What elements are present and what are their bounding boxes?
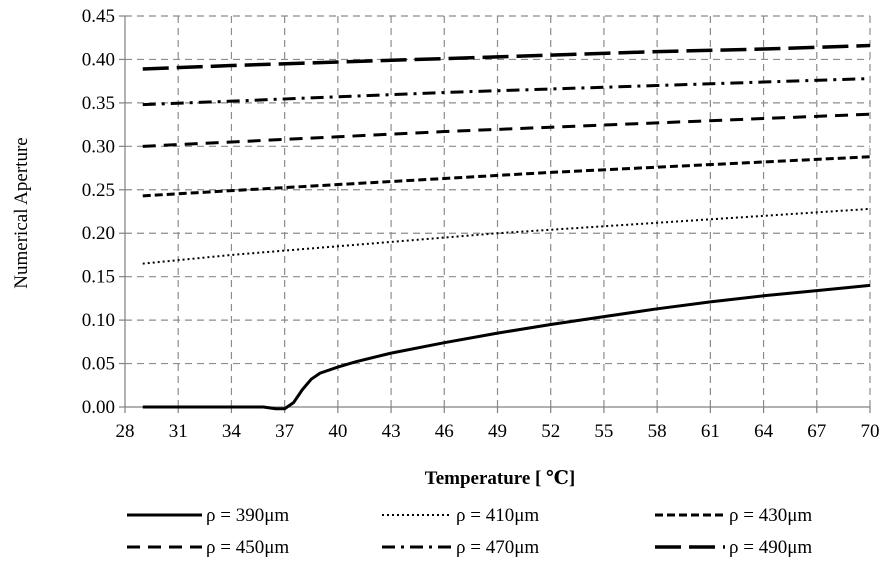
y-tick-label: 0.35: [82, 93, 115, 114]
y-tick-label: 0.10: [82, 310, 115, 331]
y-tick-label: 0.05: [82, 354, 115, 375]
y-tick-label: 0.15: [82, 267, 115, 288]
y-tick-label: 0.00: [82, 397, 115, 418]
y-tick-label: 0.45: [82, 6, 115, 27]
series-line-4: [142, 112, 871, 148]
y-tick-label: 0.30: [82, 136, 115, 157]
legend-label-1: ρ = 390μm: [206, 505, 289, 526]
legend: ρ = 390μm ρ = 410μm ρ = 430μm ρ = 450μm ρ = …: [127, 505, 812, 558]
y-tick-label: 0.25: [82, 180, 115, 201]
x-tick-label: 58: [648, 421, 667, 442]
legend-label-4: ρ = 450μm: [206, 537, 289, 558]
x-tick-label: 40: [328, 421, 347, 442]
y-axis-title: Numerical Aperture: [11, 137, 32, 288]
x-tick-label: 31: [169, 421, 188, 442]
legend-label-5: ρ = 470μm: [456, 537, 539, 558]
y-tick-label: 0.20: [82, 223, 115, 244]
y-tick-label: 0.40: [82, 49, 115, 70]
x-tick-label: 46: [435, 421, 454, 442]
x-tick-label: 43: [382, 421, 401, 442]
legend-label-2: ρ = 410μm: [456, 505, 539, 526]
x-tick-label: 55: [594, 421, 613, 442]
tick-labels: 28 31 34 37 40 43 46 49 52 55 58 61 64 67 70 0.00 0.05 0.…: [82, 6, 880, 442]
x-tick-label: 34: [222, 421, 242, 442]
series-line-3: [142, 155, 871, 198]
x-tick-label: 67: [807, 421, 826, 442]
series-line-5: [142, 77, 871, 107]
x-tick-label: 52: [541, 421, 560, 442]
grid: [125, 15, 871, 407]
x-axis-title: Temperature [ ℃]: [425, 468, 575, 489]
x-tick-label: 37: [275, 421, 294, 442]
x-tick-label: 61: [701, 421, 720, 442]
x-tick-label: 49: [488, 421, 507, 442]
x-tick-label: 70: [861, 421, 880, 442]
series-lines: [142, 43, 871, 411]
series-line-2: [142, 207, 871, 265]
legend-label-6: ρ = 490μm: [729, 537, 812, 558]
series-line-1: [142, 283, 871, 411]
x-tick-label: 64: [754, 421, 774, 442]
x-tick-label: 28: [116, 421, 135, 442]
legend-label-3: ρ = 430μm: [729, 505, 812, 526]
series-line-6: [142, 43, 871, 71]
